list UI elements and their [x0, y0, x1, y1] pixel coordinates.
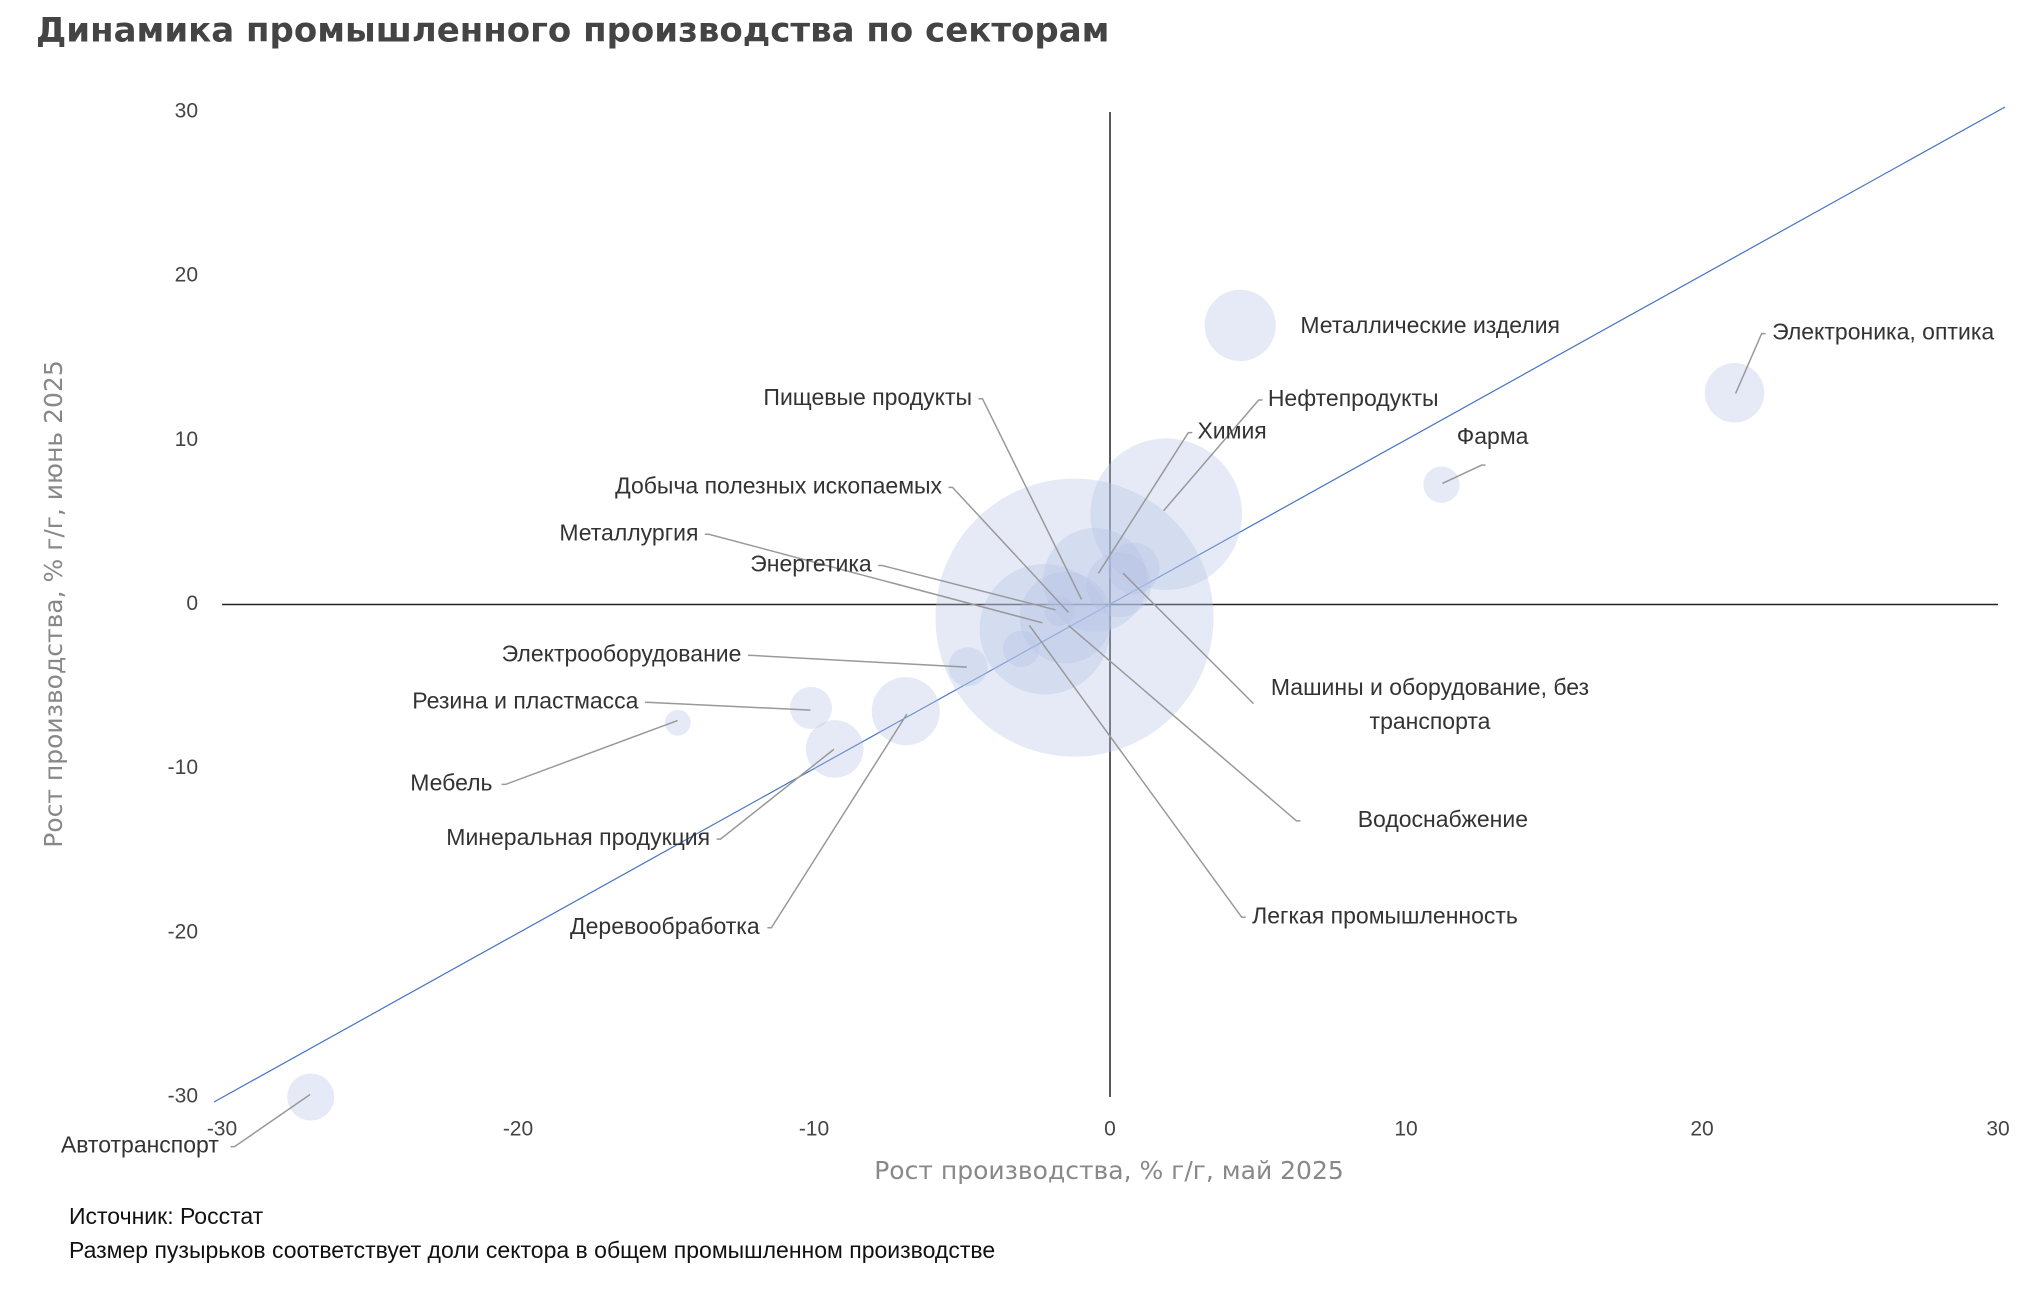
leader-line: [704, 533, 1043, 624]
y-tick-label: 30: [175, 100, 198, 123]
bubble-label: Водоснабжение: [1358, 806, 1528, 832]
bubble: [805, 720, 864, 778]
leader-line: [1122, 572, 1255, 705]
leader-line: [948, 486, 1070, 613]
bubble: [1090, 438, 1243, 590]
leader-line: [767, 713, 908, 929]
bubble-label: Химия: [1197, 418, 1266, 444]
bubble: [664, 709, 691, 736]
chart-title: Динамика промышленного производства по с…: [36, 11, 1109, 51]
bubble-label: Минеральная продукция: [446, 824, 710, 850]
leader-line: [644, 701, 811, 711]
bubble: [979, 563, 1111, 695]
bubble: [935, 478, 1214, 757]
y-tick-label: -30: [168, 1085, 198, 1108]
y-tick-label: -10: [168, 756, 198, 779]
bubble-label: Фарма: [1457, 423, 1529, 449]
bubble: [948, 647, 988, 687]
bubble-label: Машины и оборудование, без транспорта: [1270, 674, 1590, 734]
leader-line: [747, 654, 967, 668]
bubble-label: Электрооборудование: [502, 640, 742, 666]
bubble-label: Электроника, оптика: [1772, 319, 1994, 345]
bubble-label: Металлургия: [559, 519, 698, 545]
bubble-label: Энергетика: [750, 551, 872, 577]
leader-line: [1442, 464, 1486, 485]
leader-line: [1097, 431, 1193, 574]
bubble: [1423, 466, 1460, 503]
leader-line: [978, 397, 1083, 600]
bubble-label: Металлические изделия: [1300, 312, 1560, 338]
x-tick-label: -20: [503, 1118, 533, 1141]
bubble: [1019, 571, 1112, 664]
x-tick-label: 0: [1104, 1118, 1116, 1141]
leader-line: [1067, 624, 1301, 822]
y-axis-title: Рост производства, % г/г, июнь 2025: [39, 360, 68, 847]
bubble: [1044, 596, 1075, 626]
x-tick-label: -30: [207, 1118, 237, 1141]
bubble: [1704, 362, 1765, 423]
bubble-label: Нефтепродукты: [1268, 385, 1439, 411]
bubble: [287, 1073, 335, 1121]
bubble: [1204, 289, 1276, 362]
bubble: [1002, 630, 1040, 668]
leader-line: [501, 719, 678, 786]
x-axis-title: Рост производства, % г/г, май 2025: [874, 1156, 1344, 1185]
bubble: [790, 686, 833, 729]
leader-line: [878, 564, 1056, 611]
bubble-label: Пищевые продукты: [763, 384, 972, 410]
bubble: [1107, 542, 1160, 595]
bubble: [1086, 552, 1152, 618]
bubble-label: Автотранспорт: [61, 1132, 219, 1158]
leader-line: [230, 1093, 311, 1148]
x-tick-label: 30: [1986, 1118, 2009, 1141]
y-tick-label: -20: [168, 920, 198, 943]
bubble-label: Мебель: [410, 769, 492, 795]
leader-line: [1734, 332, 1766, 394]
bubble: [1043, 527, 1148, 632]
x-tick-label: 20: [1690, 1118, 1713, 1141]
leader-line: [1163, 399, 1263, 512]
y-tick-label: 20: [175, 264, 198, 287]
y-tick-label: 0: [186, 592, 198, 615]
y-tick-label: 10: [175, 428, 198, 451]
size-note: Размер пузырьков соответствует доли сект…: [69, 1237, 996, 1263]
source-note: Источник: Росстат: [69, 1203, 264, 1229]
bubble-label: Добыча полезных ископаемых: [615, 472, 942, 498]
bubble-label: Резина и пластмасса: [412, 687, 638, 713]
leader-line: [716, 748, 835, 840]
diagonal-line: [213, 106, 2006, 1103]
bubble: [871, 677, 940, 746]
bubble-label: Легкая промышленность: [1252, 902, 1518, 928]
leader-line: [1028, 624, 1246, 919]
x-tick-label: -10: [799, 1118, 829, 1141]
bubble-label: Деревообработка: [570, 913, 760, 939]
x-tick-label: 10: [1394, 1118, 1417, 1141]
